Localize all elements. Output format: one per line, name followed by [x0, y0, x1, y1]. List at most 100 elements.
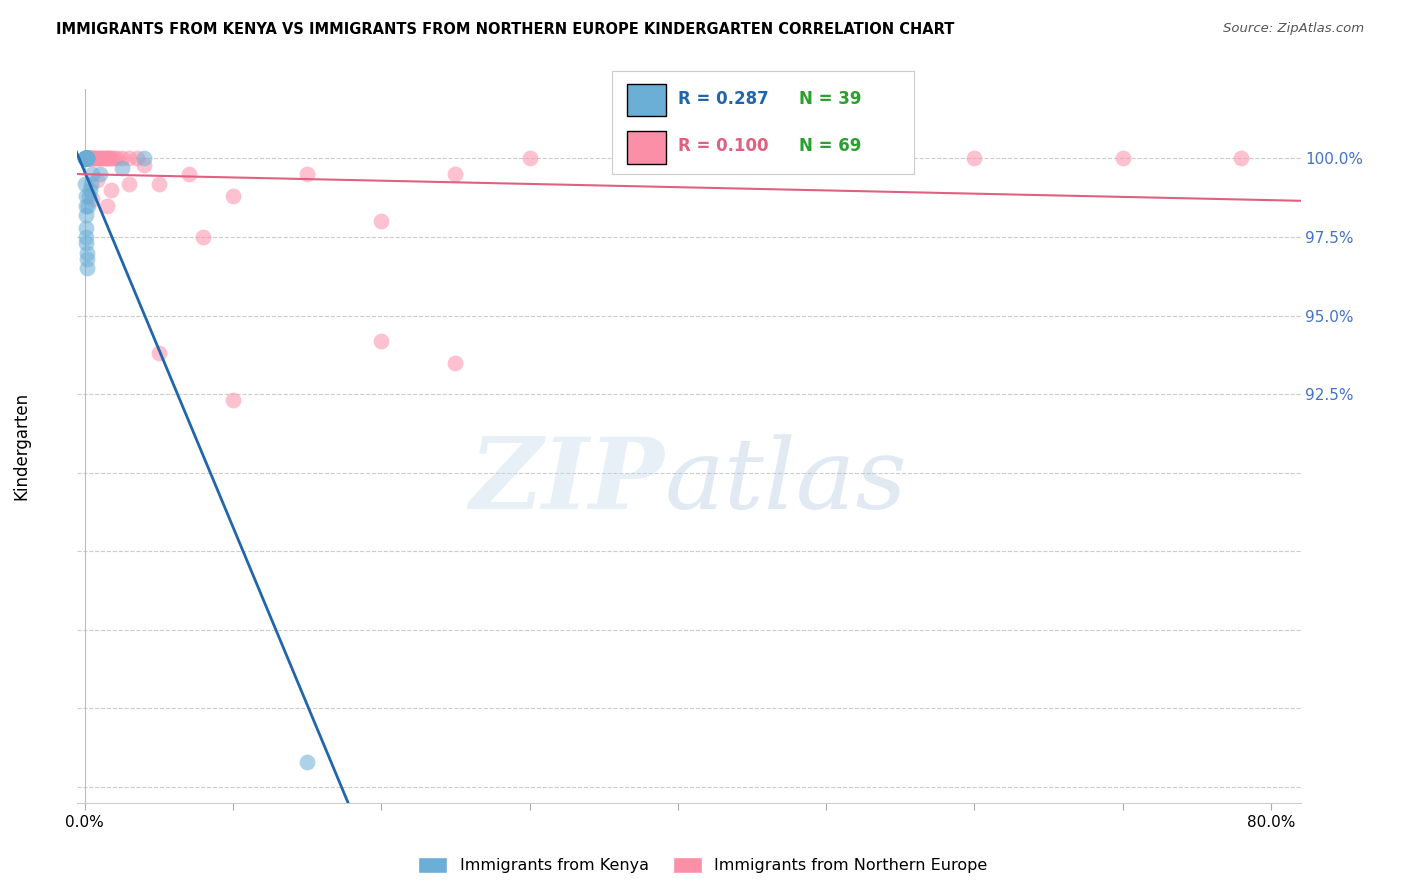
Point: [75, 152, 97, 166]
Point: [75, 152, 97, 166]
Point: [75, 177, 97, 191]
Point: [75, 220, 97, 235]
Point: [76, 152, 98, 166]
Point: [79, 152, 101, 166]
Point: [295, 755, 318, 769]
Point: [148, 346, 170, 360]
Point: [666, 152, 689, 166]
Point: [76, 152, 98, 166]
Point: [177, 167, 200, 181]
Point: [86, 152, 108, 166]
Point: [86, 173, 108, 187]
Point: [80, 152, 103, 166]
Point: [75, 152, 97, 166]
Point: [75, 208, 97, 222]
Point: [963, 152, 986, 166]
Point: [125, 152, 148, 166]
Point: [1111, 152, 1133, 166]
Point: [118, 177, 141, 191]
Legend: Immigrants from Kenya, Immigrants from Northern Europe: Immigrants from Kenya, Immigrants from N…: [412, 850, 994, 880]
Point: [79, 177, 101, 191]
Point: [76, 152, 98, 166]
Point: [103, 152, 125, 166]
Point: [87, 152, 110, 166]
FancyBboxPatch shape: [627, 84, 666, 117]
Point: [100, 152, 122, 166]
Point: [98, 152, 121, 166]
Point: [77, 152, 100, 166]
Text: ZIP: ZIP: [470, 434, 665, 530]
Point: [444, 167, 467, 181]
Point: [77, 198, 100, 212]
Point: [76, 152, 98, 166]
Point: [89, 167, 111, 181]
Point: [76, 261, 98, 276]
Text: R = 0.100: R = 0.100: [678, 137, 769, 155]
Point: [222, 189, 245, 203]
Point: [75, 152, 97, 166]
Text: Source: ZipAtlas.com: Source: ZipAtlas.com: [1223, 22, 1364, 36]
Point: [76, 152, 98, 166]
Point: [75, 152, 97, 166]
Point: [118, 152, 141, 166]
Point: [75, 152, 97, 166]
Point: [75, 152, 97, 166]
Point: [76, 252, 98, 266]
Text: N = 39: N = 39: [799, 90, 862, 108]
Point: [148, 177, 170, 191]
Text: atlas: atlas: [665, 434, 907, 529]
Point: [76, 152, 98, 166]
Point: [105, 152, 128, 166]
Point: [79, 183, 101, 197]
Point: [77, 189, 100, 203]
Point: [97, 152, 120, 166]
Point: [193, 230, 215, 244]
Point: [222, 393, 245, 408]
Point: [93, 152, 115, 166]
Point: [75, 189, 97, 203]
Point: [815, 152, 838, 166]
Point: [132, 152, 155, 166]
Point: [82, 167, 104, 181]
Point: [75, 152, 97, 166]
Point: [76, 152, 98, 166]
Point: [77, 152, 100, 166]
Point: [75, 152, 97, 166]
Point: [370, 214, 392, 228]
Point: [75, 152, 97, 166]
Point: [90, 152, 112, 166]
Point: [111, 161, 134, 175]
Point: [75, 152, 97, 166]
Point: [96, 152, 118, 166]
Point: [295, 167, 318, 181]
Point: [83, 152, 105, 166]
Point: [77, 152, 100, 166]
Text: Kindergarten: Kindergarten: [13, 392, 30, 500]
Point: [91, 152, 114, 166]
Point: [76, 152, 98, 166]
Point: [444, 356, 467, 370]
Point: [82, 152, 104, 166]
Point: [75, 152, 97, 166]
Point: [84, 152, 107, 166]
FancyBboxPatch shape: [627, 131, 666, 163]
Point: [75, 152, 97, 166]
Point: [519, 152, 541, 166]
Point: [77, 152, 100, 166]
Point: [76, 152, 98, 166]
Point: [100, 183, 122, 197]
Point: [1230, 152, 1253, 166]
Point: [75, 152, 97, 166]
Point: [76, 152, 98, 166]
Point: [75, 152, 97, 166]
Point: [76, 152, 98, 166]
Point: [76, 245, 98, 260]
Text: R = 0.287: R = 0.287: [678, 90, 769, 108]
Point: [76, 152, 98, 166]
Point: [111, 152, 134, 166]
Point: [75, 198, 97, 212]
Point: [75, 152, 97, 166]
Point: [75, 152, 97, 166]
Point: [79, 152, 101, 166]
Point: [82, 152, 104, 166]
